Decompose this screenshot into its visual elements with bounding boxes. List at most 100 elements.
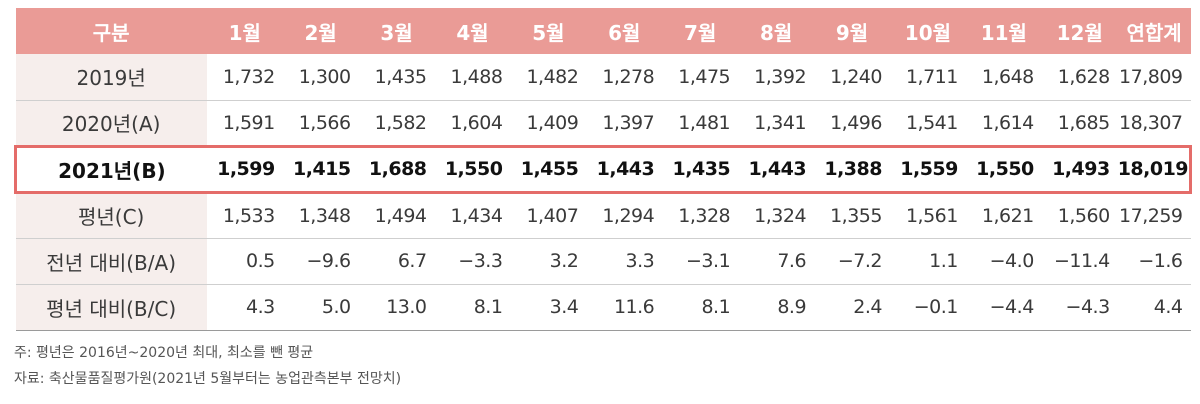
table-row: 2019년 1,732 1,300 1,435 1,488 1,482 1,278 1,475… bbox=[15, 54, 1191, 101]
month-value-cell: 1,324 bbox=[738, 192, 815, 239]
month-value-cell: 1,604 bbox=[434, 100, 511, 147]
month-value-cell: 1,294 bbox=[586, 192, 663, 239]
month-value-cell: 1,621 bbox=[965, 192, 1042, 239]
month-value-cell: 1,561 bbox=[889, 192, 966, 239]
row-label: 2019년 bbox=[15, 54, 207, 101]
month-value-cell: 1.1 bbox=[889, 238, 966, 285]
note-source: 자료: 축산물품질평가원(2021년 5월부터는 농업관측본부 전망치) bbox=[14, 371, 402, 387]
month-value-cell: −4.0 bbox=[965, 238, 1042, 285]
header-month: 1월 bbox=[206, 8, 283, 54]
month-value-cell: 8.1 bbox=[662, 284, 739, 331]
month-value-cell: 1,614 bbox=[965, 100, 1042, 147]
month-value-cell: 1,348 bbox=[282, 192, 359, 239]
header-month: 3월 bbox=[358, 8, 435, 54]
header-month: 4월 bbox=[434, 8, 511, 54]
month-value-cell: 1,415 bbox=[282, 144, 359, 194]
month-value-cell: 1,341 bbox=[738, 100, 815, 147]
month-value-cell: 3.2 bbox=[510, 238, 587, 285]
month-value-cell: 1,591 bbox=[206, 100, 283, 147]
month-value-cell: −9.6 bbox=[282, 238, 359, 285]
table-row: 전년 대비(B/A) 0.5 −9.6 6.7 −3.3 3.2 3.3 −3.1 7.6 −7.… bbox=[15, 238, 1191, 285]
row-label: 평년(C) bbox=[15, 192, 207, 239]
month-value-cell: −4.3 bbox=[1041, 284, 1118, 331]
month-value-cell: 1,566 bbox=[282, 100, 359, 147]
table-row: 평년 대비(B/C) 4.3 5.0 13.0 8.1 3.4 11.6 8.1 8.9 2.4−… bbox=[15, 284, 1191, 331]
month-value-cell: 2.4 bbox=[814, 284, 890, 331]
header-month: 7월 bbox=[662, 8, 739, 54]
month-value-cell: −0.1 bbox=[889, 284, 966, 331]
month-value-cell: 1,443 bbox=[586, 144, 663, 194]
month-value-cell: 1,435 bbox=[358, 54, 435, 101]
month-value-cell: 1,550 bbox=[965, 144, 1042, 194]
month-value-cell: 1,493 bbox=[1041, 144, 1118, 194]
month-value-cell: 1,541 bbox=[889, 100, 966, 147]
month-value-cell: −4.4 bbox=[965, 284, 1042, 331]
month-value-cell: 1,278 bbox=[586, 54, 663, 101]
header-row: 구분 1월 2월 3월 4월 5월 6월 7월 8월 9월 10월 11월 12월 연합계 bbox=[15, 8, 1191, 54]
annual-total-cell: 17,259 bbox=[1117, 192, 1191, 239]
row-label: 전년 대비(B/A) bbox=[15, 238, 207, 285]
month-value-cell: 1,435 bbox=[662, 144, 739, 194]
month-value-cell: 1,732 bbox=[206, 54, 283, 101]
note-average-definition: 주: 평년은 2016년~2020년 최대, 최소를 뺀 평균 bbox=[14, 345, 314, 361]
annual-total-cell: 17,809 bbox=[1117, 54, 1191, 101]
month-value-cell: 1,533 bbox=[206, 192, 283, 239]
month-value-cell: 1,240 bbox=[814, 54, 890, 101]
month-value-cell: 5.0 bbox=[282, 284, 359, 331]
month-value-cell: 0.5 bbox=[206, 238, 283, 285]
month-value-cell: 1,582 bbox=[358, 100, 435, 147]
month-value-cell: 3.4 bbox=[510, 284, 587, 331]
annual-total-cell: −1.6 bbox=[1117, 238, 1191, 285]
header-month: 5월 bbox=[510, 8, 587, 54]
month-value-cell: 1,355 bbox=[814, 192, 890, 239]
month-value-cell: −3.1 bbox=[662, 238, 739, 285]
month-value-cell: 1,434 bbox=[434, 192, 511, 239]
header-month: 8월 bbox=[738, 8, 815, 54]
month-value-cell: −11.4 bbox=[1041, 238, 1118, 285]
month-value-cell: 13.0 bbox=[358, 284, 435, 331]
month-value-cell: 1,560 bbox=[1041, 192, 1118, 239]
month-value-cell: 1,475 bbox=[662, 54, 739, 101]
month-value-cell: 4.3 bbox=[206, 284, 283, 331]
month-value-cell: 1,397 bbox=[586, 100, 663, 147]
month-value-cell: 1,481 bbox=[662, 100, 739, 147]
month-value-cell: 11.6 bbox=[586, 284, 663, 331]
month-value-cell: 1,300 bbox=[282, 54, 359, 101]
table-body: 2019년 1,732 1,300 1,435 1,488 1,482 1,278 1,475… bbox=[13, 54, 1192, 331]
annual-total-cell: 18,019 bbox=[1117, 144, 1192, 194]
month-value-cell: 7.6 bbox=[738, 238, 815, 285]
table-row: 2020년(A) 1,591 1,566 1,582 1,604 1,409 1,397 1,… bbox=[15, 100, 1191, 147]
month-value-cell: 1,688 bbox=[358, 144, 435, 194]
month-value-cell: 1,488 bbox=[434, 54, 511, 101]
row-label: 2020년(A) bbox=[15, 100, 207, 147]
month-value-cell: 1,628 bbox=[1041, 54, 1118, 101]
month-value-cell: 1,392 bbox=[738, 54, 815, 101]
month-value-cell: 3.3 bbox=[586, 238, 663, 285]
month-value-cell: 8.9 bbox=[738, 284, 815, 331]
month-value-cell: 1,388 bbox=[814, 144, 890, 194]
month-value-cell: 8.1 bbox=[434, 284, 511, 331]
month-value-cell: 1,559 bbox=[889, 144, 966, 194]
month-value-cell: 1,494 bbox=[358, 192, 435, 239]
header-category: 구분 bbox=[15, 8, 207, 54]
month-value-cell: 1,711 bbox=[889, 54, 966, 101]
month-value-cell: −7.2 bbox=[814, 238, 890, 285]
header-month: 10월 bbox=[889, 8, 966, 54]
header-month: 12월 bbox=[1041, 8, 1118, 54]
month-value-cell: 1,328 bbox=[662, 192, 739, 239]
annual-total-cell: 4.4 bbox=[1117, 284, 1191, 331]
month-value-cell: 1,685 bbox=[1041, 100, 1118, 147]
row-label: 평년 대비(B/C) bbox=[15, 284, 207, 331]
month-value-cell: 1,407 bbox=[510, 192, 587, 239]
month-value-cell: −3.3 bbox=[434, 238, 511, 285]
header-month: 9월 bbox=[814, 8, 890, 54]
table-notes: 주: 평년은 2016년~2020년 최대, 최소를 뺀 평균 자료: 축산물품… bbox=[14, 340, 401, 392]
month-value-cell: 1,455 bbox=[510, 144, 587, 194]
annual-total-cell: 18,307 bbox=[1117, 100, 1191, 147]
header-month: 2월 bbox=[282, 8, 359, 54]
month-value-cell: 1,599 bbox=[206, 144, 283, 194]
month-value-cell: 1,496 bbox=[814, 100, 890, 147]
month-value-cell: 1,550 bbox=[434, 144, 511, 194]
month-value-cell: 1,409 bbox=[510, 100, 587, 147]
